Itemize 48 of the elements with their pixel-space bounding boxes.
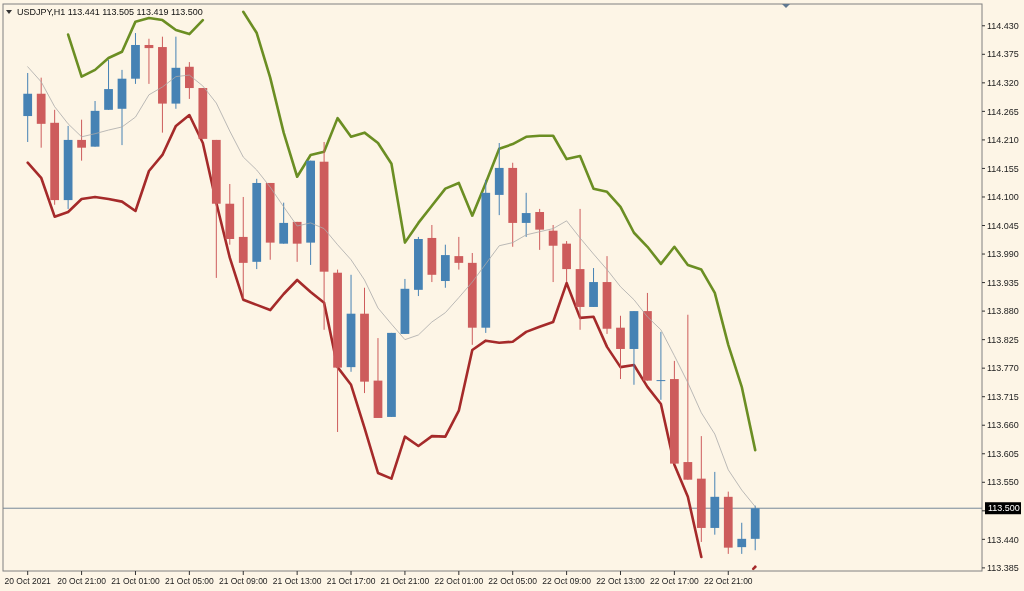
y-tick-label: 114.045	[987, 220, 1019, 231]
y-tick-label: 114.210	[987, 135, 1019, 146]
y-tick-label: 113.770	[987, 363, 1019, 374]
candlestick	[737, 522, 747, 555]
y-tick-label: 113.605	[987, 448, 1019, 459]
ref-line-label: 113.500	[988, 503, 1020, 514]
x-tick-label: 22 Oct 05:00	[488, 576, 538, 586]
candlestick	[521, 192, 531, 238]
chart-title: USDJPY,H1 113.441 113.505 113.419 113.500	[17, 7, 203, 17]
x-tick-label: 22 Oct 01:00	[434, 576, 484, 586]
candlestick	[184, 61, 194, 100]
candlestick	[279, 202, 289, 245]
x-tick-label: 20 Oct 2021	[4, 576, 52, 586]
y-tick-label: 113.825	[987, 334, 1019, 345]
x-tick-label: 21 Oct 21:00	[380, 576, 430, 586]
y-tick-label: 114.430	[987, 20, 1019, 31]
candlestick	[616, 315, 625, 380]
x-tick-label: 21 Oct 17:00	[326, 576, 376, 586]
candlestick	[548, 224, 558, 283]
y-tick-label: 113.385	[987, 563, 1019, 574]
y-tick-label: 114.265	[987, 106, 1019, 117]
x-tick-label: 20 Oct 21:00	[57, 576, 107, 586]
y-tick-label: 113.440	[987, 534, 1019, 545]
y-tick-label: 113.880	[987, 306, 1019, 317]
y-tick-label: 113.990	[987, 249, 1019, 260]
x-tick-label: 22 Oct 13:00	[596, 576, 646, 586]
candlestick	[454, 236, 464, 271]
y-tick-label: 113.660	[987, 420, 1019, 431]
y-tick-label: 114.155	[987, 163, 1019, 174]
candlestick	[77, 119, 86, 162]
x-tick-label: 22 Oct 09:00	[542, 576, 592, 586]
x-tick-label: 21 Oct 01:00	[111, 576, 161, 586]
candlestick	[683, 314, 693, 481]
x-tick-label: 21 Oct 09:00	[218, 576, 268, 586]
candlestick	[104, 59, 113, 111]
x-tick-label: 21 Oct 05:00	[165, 576, 214, 586]
x-tick-label: 21 Oct 13:00	[272, 576, 322, 586]
y-tick-label: 113.715	[987, 391, 1019, 402]
y-tick-label: 114.320	[987, 78, 1019, 88]
y-tick-label: 114.375	[987, 49, 1019, 60]
candlestick	[292, 221, 302, 263]
y-tick-label: 114.100	[987, 192, 1019, 203]
candlestick	[23, 72, 33, 143]
y-tick-label: 113.935	[987, 277, 1019, 288]
y-tick-label: 113.550	[987, 477, 1019, 488]
x-tick-label: 22 Oct 21:00	[703, 576, 753, 586]
candlestick	[535, 208, 545, 251]
x-tick-label: 22 Oct 17:00	[650, 576, 699, 586]
